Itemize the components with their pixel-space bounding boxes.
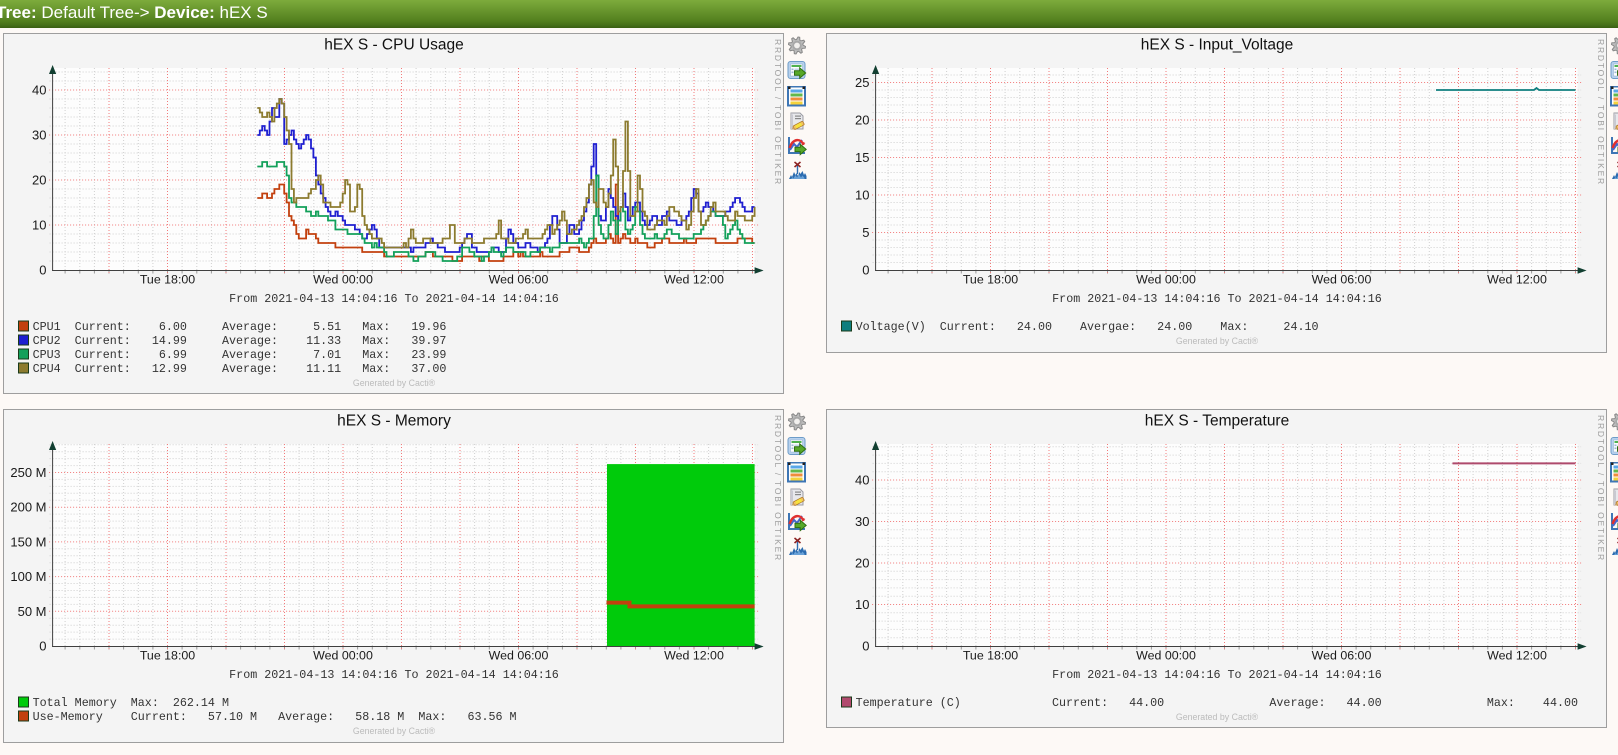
svg-text:30: 30	[855, 514, 869, 529]
svg-text:100 M: 100 M	[10, 569, 46, 584]
svg-text:0: 0	[39, 639, 46, 654]
svg-text:Wed 06:00: Wed 06:00	[1312, 649, 1372, 663]
svg-text:hEX S - Input_Voltage: hEX S - Input_Voltage	[1141, 37, 1294, 54]
svg-text:Use-Memory Current: 57.10: Use-Memory Current: 57.10 M Average: 58.…	[33, 710, 517, 724]
svg-text:Wed 00:00: Wed 00:00	[313, 273, 373, 287]
svg-text:hEX S - Memory: hEX S - Memory	[337, 413, 451, 430]
svg-text:Wed 12:00: Wed 12:00	[1487, 273, 1547, 287]
svg-text:Tue 18:00: Tue 18:00	[140, 273, 195, 287]
svg-text:Generated by Cacti®: Generated by Cacti®	[353, 378, 436, 388]
svg-text:CPU3 Current: 6.99 Ave: CPU3 Current: 6.99 Average: 7.01 Max: 23…	[33, 348, 447, 362]
svg-text:Wed 00:00: Wed 00:00	[1136, 649, 1196, 663]
svg-text:40: 40	[855, 473, 869, 488]
svg-text:15: 15	[855, 150, 869, 165]
svg-text:From 2021-04-13 14:04:16 To 20: From 2021-04-13 14:04:16 To 2021-04-14 1…	[1052, 668, 1382, 682]
svg-text:RRDTOOL / TOBI OETIKER: RRDTOOL / TOBI OETIKER	[1596, 415, 1606, 562]
svg-text:CPU1 Current: 6.00 Ave: CPU1 Current: 6.00 Average: 5.51 Max: 19…	[33, 320, 447, 334]
svg-text:Wed 06:00: Wed 06:00	[489, 649, 549, 663]
svg-text:Generated by Cacti®: Generated by Cacti®	[353, 726, 436, 736]
svg-text:CPU2 Current: 14.99 Ave: CPU2 Current: 14.99 Average: 11.33 Max: …	[33, 334, 447, 348]
svg-text:Wed 00:00: Wed 00:00	[1136, 273, 1196, 287]
svg-text:From 2021-04-13 14:04:16 To 20: From 2021-04-13 14:04:16 To 2021-04-14 1…	[229, 668, 559, 682]
svg-text:0: 0	[862, 263, 869, 278]
svg-text:RRDTOOL / TOBI OETIKER: RRDTOOL / TOBI OETIKER	[773, 415, 783, 562]
svg-text:20: 20	[855, 556, 869, 571]
svg-text:Wed 06:00: Wed 06:00	[1312, 273, 1372, 287]
svg-text:10: 10	[855, 597, 869, 612]
svg-text:150 M: 150 M	[10, 534, 46, 549]
svg-text:Temperature (C) Cu: Temperature (C) Current: 44.00 Average: …	[856, 696, 1578, 710]
svg-text:200 M: 200 M	[10, 500, 46, 515]
svg-text:5: 5	[862, 225, 869, 240]
svg-text:Generated by Cacti®: Generated by Cacti®	[1176, 712, 1259, 722]
svg-text:10: 10	[855, 188, 869, 203]
svg-text:10: 10	[32, 218, 46, 233]
svg-text:From 2021-04-13 14:04:16 To 20: From 2021-04-13 14:04:16 To 2021-04-14 1…	[1052, 292, 1382, 306]
svg-text:Tue 18:00: Tue 18:00	[963, 273, 1018, 287]
svg-text:Wed 12:00: Wed 12:00	[664, 273, 724, 287]
svg-text:0: 0	[862, 639, 869, 654]
svg-text:Wed 12:00: Wed 12:00	[1487, 649, 1547, 663]
svg-text:Tue 18:00: Tue 18:00	[963, 649, 1018, 663]
svg-text:Wed 06:00: Wed 06:00	[489, 273, 549, 287]
svg-text:20: 20	[855, 113, 869, 128]
svg-text:RRDTOOL / TOBI OETIKER: RRDTOOL / TOBI OETIKER	[1596, 39, 1606, 186]
svg-text:Total Memory Max: 262.14 M: Total Memory Max: 262.14 M	[33, 696, 229, 710]
svg-text:Wed 12:00: Wed 12:00	[664, 649, 724, 663]
svg-text:Voltage(V) Current: 24.00: Voltage(V) Current: 24.00 Avergae: 24.00…	[856, 320, 1319, 334]
svg-text:Tue 18:00: Tue 18:00	[140, 649, 195, 663]
svg-text:CPU4 Current: 12.99 Ave: CPU4 Current: 12.99 Average: 11.11 Max: …	[33, 362, 447, 376]
svg-text:40: 40	[32, 83, 46, 98]
svg-text:250 M: 250 M	[10, 465, 46, 480]
svg-text:hEX S - Temperature: hEX S - Temperature	[1145, 413, 1289, 430]
svg-text:20: 20	[32, 173, 46, 188]
svg-text:0: 0	[39, 263, 46, 278]
svg-text:From 2021-04-13 14:04:16 To 20: From 2021-04-13 14:04:16 To 2021-04-14 1…	[229, 292, 559, 306]
svg-text:50 M: 50 M	[18, 604, 47, 619]
svg-text:Generated by Cacti®: Generated by Cacti®	[1176, 336, 1259, 346]
svg-text:hEX S - CPU Usage: hEX S - CPU Usage	[324, 37, 464, 54]
svg-text:25: 25	[855, 75, 869, 90]
svg-text:Wed 00:00: Wed 00:00	[313, 649, 373, 663]
svg-text:RRDTOOL / TOBI OETIKER: RRDTOOL / TOBI OETIKER	[773, 39, 783, 186]
svg-text:30: 30	[32, 128, 46, 143]
